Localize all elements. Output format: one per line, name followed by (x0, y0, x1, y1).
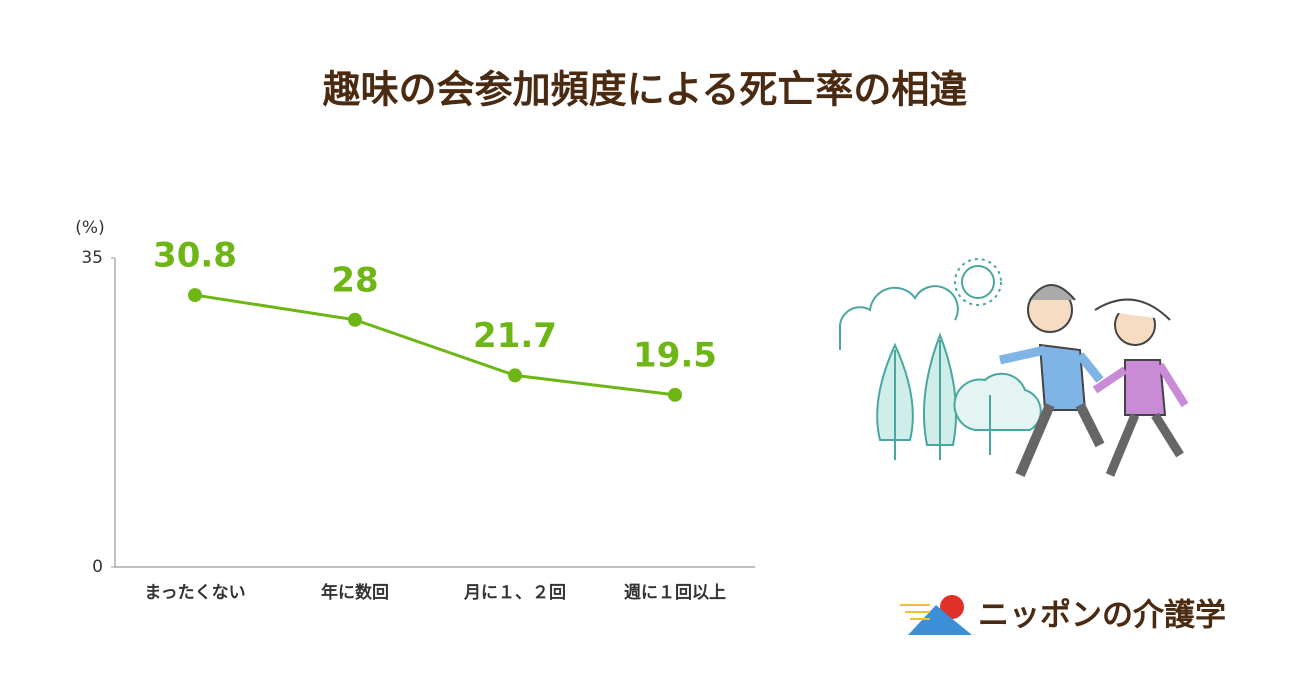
point (348, 312, 362, 327)
logo: ニッポンの介護学 (900, 595, 1226, 635)
tree (876, 342, 914, 460)
man-legs (1015, 402, 1105, 477)
man-hair (1029, 284, 1076, 301)
sun-rays (954, 258, 1002, 306)
man-arms (999, 345, 1104, 383)
woman-legs (1105, 412, 1184, 477)
woman-cap (1094, 298, 1171, 321)
illustration (839, 258, 1189, 477)
cloud (839, 285, 959, 350)
y-tick-label: 0 (92, 557, 103, 577)
x-tick-label: 年に数回 (321, 582, 389, 603)
logo-text: ニッポンの介護学 (978, 598, 1226, 634)
x-tick-label: 月に１、２回 (463, 583, 566, 603)
woman-arms (1092, 362, 1189, 408)
point (508, 368, 522, 383)
tree (923, 332, 957, 460)
logo-lines (900, 604, 930, 620)
data-label: 19.5 (633, 335, 717, 375)
logo-sun (940, 595, 964, 619)
y-axis-label: (%) (75, 218, 104, 238)
tree (953, 372, 1042, 455)
woman-body (1124, 359, 1167, 416)
x-tick-label: 週に１回以上 (624, 583, 726, 603)
logo-mountain (908, 605, 972, 635)
chart-title: 趣味の会参加頻度による死亡率の相違 (323, 68, 968, 112)
point (668, 387, 682, 402)
data-label: 28 (331, 260, 378, 300)
line (194, 293, 676, 397)
man-body (1038, 343, 1087, 411)
data-label: 30.8 (153, 236, 237, 276)
point (188, 288, 202, 303)
data-label: 21.7 (473, 316, 557, 356)
sun (961, 265, 995, 299)
y-tick-label: 35 (81, 248, 103, 268)
x-tick-label: まったくない (144, 583, 245, 603)
